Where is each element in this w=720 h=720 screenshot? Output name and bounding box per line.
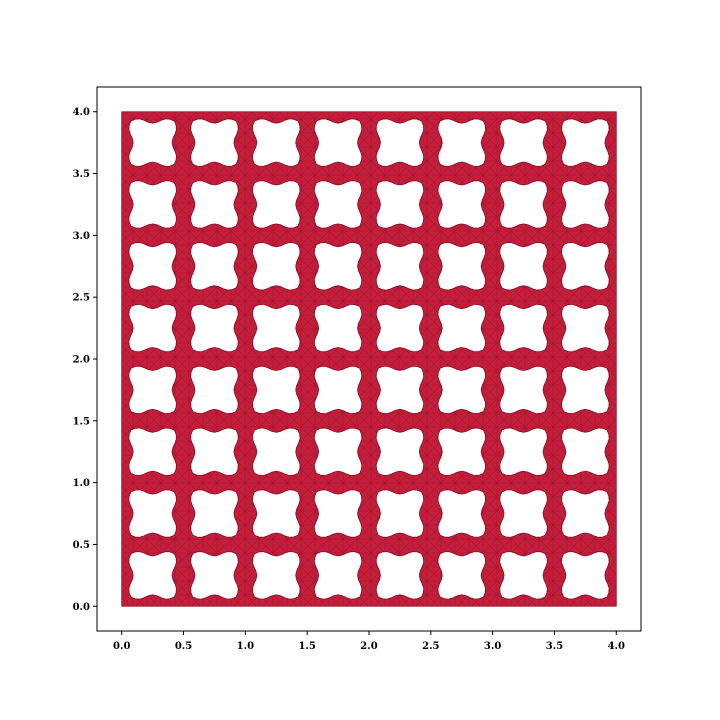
x-tick-label: 1.0: [237, 641, 254, 652]
x-tick-label: 3.5: [546, 641, 563, 652]
plot-area: [121, 111, 617, 607]
y-tick-label: 1.5: [73, 416, 90, 427]
x-tick-label: 2.5: [422, 641, 439, 652]
x-axis: 0.0 0.5 1.0 1.5 2.0 2.5 3.0 3.5 4.0: [113, 631, 625, 652]
y-tick-label: 2.0: [73, 355, 90, 366]
x-tick-label: 1.5: [298, 641, 315, 652]
x-tick-label: 0.0: [113, 641, 130, 652]
x-tick-label: 3.0: [484, 641, 501, 652]
mesh-region: [121, 111, 617, 607]
x-tick-label: 4.0: [608, 641, 625, 652]
y-tick-label: 0.5: [73, 540, 90, 551]
x-tick-label: 2.0: [360, 641, 377, 652]
y-tick-label: 1.0: [73, 478, 90, 489]
y-tick-label: 2.5: [73, 293, 90, 304]
y-tick-label: 4.0: [73, 107, 90, 118]
y-axis: 0.0 0.5 1.0 1.5 2.0 2.5 3.0 3.5 4.0: [73, 107, 97, 613]
x-tick-label: 0.5: [175, 641, 192, 652]
y-tick-label: 0.0: [73, 602, 90, 613]
y-tick-label: 3.5: [73, 169, 90, 180]
y-tick-label: 3.0: [73, 231, 90, 242]
